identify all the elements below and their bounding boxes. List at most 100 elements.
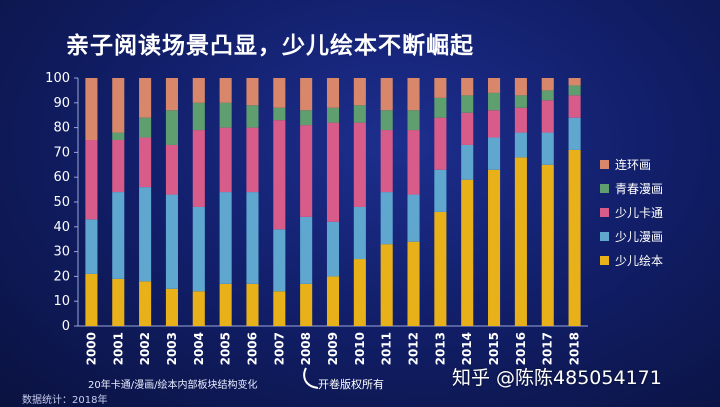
bar-segment	[380, 78, 393, 111]
y-tick-label: 60	[53, 170, 70, 185]
bar-segment	[488, 110, 501, 138]
legend-label: 连环画	[615, 157, 651, 172]
bar-segment	[139, 137, 152, 188]
bar-segment	[246, 283, 259, 326]
bar-segment	[461, 144, 474, 180]
legend-swatch	[600, 208, 609, 217]
bar-segment	[246, 127, 259, 193]
x-tick-label: 2010	[353, 332, 367, 365]
bar-segment	[165, 288, 178, 326]
bar-segment	[514, 78, 527, 96]
bar-segment	[461, 179, 474, 326]
x-tick-label: 2013	[433, 332, 447, 365]
bar-segment	[139, 187, 152, 282]
bar-segment	[85, 78, 98, 140]
x-tick-label: 2017	[541, 332, 555, 365]
bar-segment	[112, 140, 125, 193]
bar-segment	[192, 206, 205, 292]
bar-segment	[192, 130, 205, 207]
bar-segment	[514, 95, 527, 108]
x-tick-label: 2009	[326, 332, 340, 365]
bar-segment	[300, 78, 313, 111]
bar-segment	[461, 78, 474, 96]
x-tick-label: 2006	[245, 332, 259, 365]
y-tick-label: 40	[53, 220, 70, 235]
y-axis-ticks: 0 10 20 30 40 50 60 70 80 90 100	[45, 71, 78, 334]
bar-segment	[541, 90, 554, 101]
bar-segment	[568, 117, 581, 150]
bar-segment	[326, 122, 340, 222]
bar-segment	[219, 192, 232, 284]
bar-segment	[246, 78, 259, 106]
y-tick-label: 10	[53, 294, 70, 309]
bar-segment	[434, 117, 447, 170]
y-tick-label: 30	[53, 245, 70, 260]
bars	[85, 78, 581, 326]
bar-segment	[273, 78, 286, 108]
x-tick-label: 2004	[192, 332, 206, 365]
bar-segment	[380, 244, 393, 326]
bar-segment	[353, 206, 366, 260]
y-tick-label: 50	[53, 195, 70, 210]
x-tick-label: 2007	[272, 332, 286, 365]
bar-segment	[407, 110, 420, 131]
bar-segment	[300, 110, 313, 126]
x-tick-label: 2015	[487, 332, 501, 365]
bar-segment	[85, 219, 98, 274]
legend-label: 少儿绘本	[615, 253, 663, 268]
x-tick-label: 2001	[111, 332, 125, 365]
bar-segment	[380, 130, 393, 193]
y-tick-label: 20	[53, 269, 70, 284]
x-tick-label: 2008	[299, 332, 313, 365]
bar-segment	[434, 211, 447, 326]
x-tick-label: 2000	[84, 332, 98, 365]
bar-segment	[488, 78, 501, 93]
legend-label: 少儿漫画	[615, 230, 663, 244]
bar-segment	[514, 157, 527, 326]
chart-caption: 20年卡通/漫画/绘本内部板块结构变化	[88, 380, 258, 391]
bar-segment	[219, 127, 232, 193]
bar-segment	[568, 149, 581, 326]
bar-segment	[326, 276, 340, 326]
chart-title: 亲子阅读场景凸显，少儿绘本不断崛起	[66, 33, 474, 59]
bar-segment	[165, 194, 178, 289]
x-tick-label: 2003	[165, 332, 179, 365]
bar-segment	[541, 78, 554, 91]
bar-segment	[380, 192, 393, 245]
data-source: 数据统计：2018年	[22, 395, 108, 406]
legend-swatch	[600, 184, 609, 193]
bar-segment	[488, 92, 501, 111]
bar-segment	[380, 110, 393, 131]
bar-segment	[85, 140, 98, 220]
bar-segment	[300, 283, 313, 326]
y-tick-label: 80	[53, 121, 70, 136]
x-tick-label: 2011	[380, 332, 394, 365]
bar-segment	[273, 107, 286, 121]
bar-segment	[541, 164, 554, 326]
legend-swatch	[600, 232, 609, 241]
bar-segment	[407, 78, 420, 111]
bar-segment	[300, 125, 313, 217]
bar-segment	[85, 273, 98, 326]
bar-segment	[273, 120, 286, 230]
bar-segment	[514, 107, 527, 133]
bar-segment	[192, 102, 205, 131]
x-tick-label: 2016	[514, 332, 528, 365]
bar-segment	[219, 78, 232, 103]
legend-swatch	[600, 256, 609, 265]
bar-segment	[139, 78, 152, 118]
bar-segment	[300, 216, 313, 284]
bar-segment	[165, 144, 178, 195]
watermark: 知乎 @陈陈485054171	[452, 367, 662, 389]
bar-segment	[246, 192, 259, 284]
bar-segment	[112, 192, 125, 279]
bar-segment	[488, 137, 501, 170]
y-tick-label: 100	[45, 71, 70, 86]
bar-segment	[353, 78, 366, 106]
bar-segment	[434, 78, 447, 98]
bar-segment	[488, 169, 501, 326]
bar-segment	[568, 95, 581, 118]
bar-segment	[139, 117, 152, 138]
y-tick-label: 90	[53, 96, 70, 111]
